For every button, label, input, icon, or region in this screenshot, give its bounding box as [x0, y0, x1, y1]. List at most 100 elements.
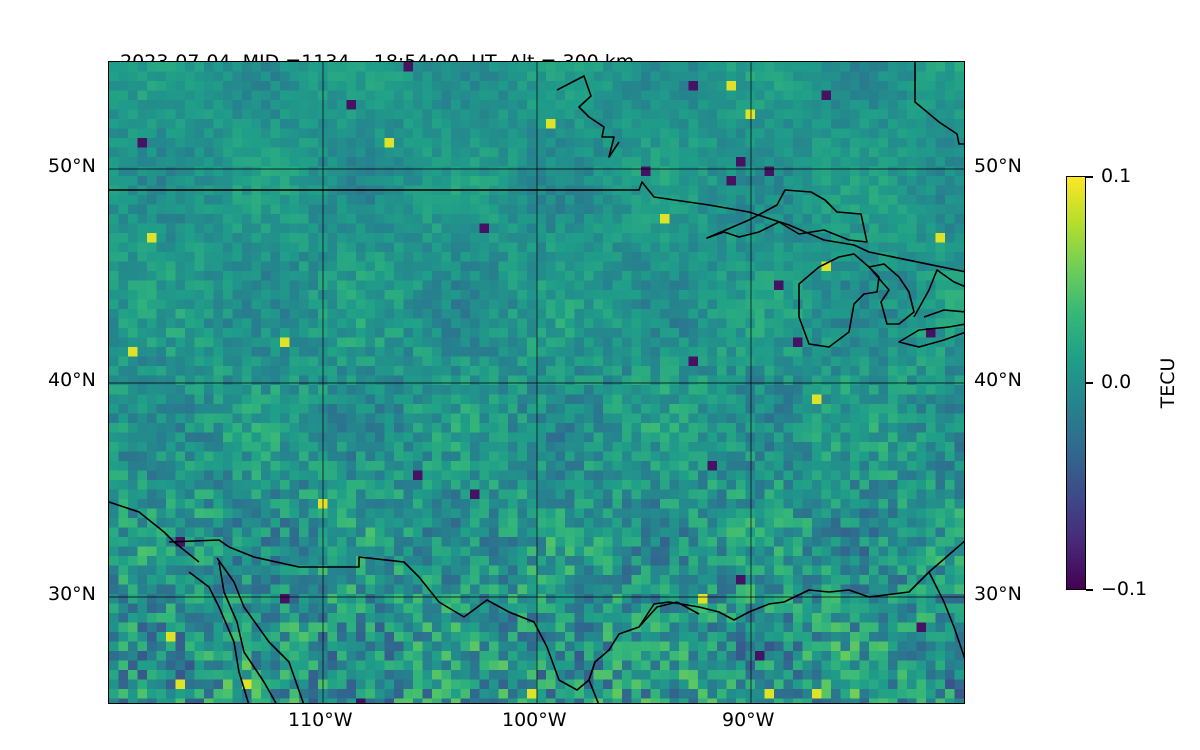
tec-cell — [194, 527, 205, 538]
tec-cell — [698, 375, 709, 386]
tec-cell — [280, 347, 291, 358]
tec-cell — [660, 556, 671, 567]
tec-cell — [755, 271, 766, 282]
tec-cell — [603, 318, 614, 329]
tec-cell — [669, 385, 680, 396]
tec-cell — [375, 62, 386, 73]
tec-cell — [584, 318, 595, 329]
tec-cell — [194, 470, 205, 481]
tec-cell — [812, 394, 823, 405]
tec-cell — [726, 527, 737, 538]
tec-cell — [935, 166, 946, 177]
tec-cell — [593, 499, 604, 510]
tec-cell — [821, 290, 832, 301]
tec-cell — [688, 423, 699, 434]
tec-cell — [536, 318, 547, 329]
tec-cell — [356, 176, 367, 187]
tec-cell — [878, 204, 889, 215]
tec-cell — [755, 347, 766, 358]
tec-cell — [707, 527, 718, 538]
tec-cell — [232, 575, 243, 586]
tec-cell — [213, 470, 224, 481]
tec-cell — [223, 176, 234, 187]
tec-cell — [365, 537, 376, 548]
tec-cell — [213, 138, 224, 149]
tec-cell — [451, 461, 462, 472]
tec-cell — [403, 546, 414, 557]
tec-cell — [631, 480, 642, 491]
tec-cell — [251, 565, 262, 576]
tec-cell — [926, 432, 937, 443]
tec-cell — [517, 480, 528, 491]
tec-cell — [270, 489, 281, 500]
tec-cell — [641, 337, 652, 348]
tec-cell — [869, 128, 880, 139]
tec-cell — [451, 499, 462, 510]
tec-cell — [242, 565, 253, 576]
tec-cell — [688, 71, 699, 82]
tec-cell — [422, 90, 433, 101]
tec-cell — [574, 413, 585, 424]
tec-cell — [878, 537, 889, 548]
tec-cell — [726, 537, 737, 548]
tec-cell — [346, 527, 357, 538]
tec-cell — [479, 461, 490, 472]
tec-cell — [736, 347, 747, 358]
tec-cell — [251, 242, 262, 253]
tec-cell — [489, 318, 500, 329]
tec-cell — [517, 546, 528, 557]
tec-cell — [251, 223, 262, 234]
tec-cell — [945, 470, 956, 481]
tec-cell — [555, 166, 566, 177]
tec-cell — [660, 518, 671, 529]
tec-cell — [128, 375, 139, 386]
tec-cell — [261, 271, 272, 282]
tec-cell — [365, 508, 376, 519]
tec-cell — [916, 280, 927, 291]
tec-cell — [546, 90, 557, 101]
tec-cell — [641, 565, 652, 576]
tec-cell — [308, 214, 319, 225]
tec-cell — [489, 575, 500, 586]
tec-cell — [223, 480, 234, 491]
tec-cell — [926, 461, 937, 472]
tec-cell — [251, 252, 262, 263]
tec-cell — [641, 176, 652, 187]
tec-cell — [707, 223, 718, 234]
tec-cell — [327, 290, 338, 301]
tec-cell — [802, 404, 813, 415]
tec-cell — [470, 223, 481, 234]
map-plot-area[interactable] — [108, 61, 965, 704]
tec-cell — [954, 81, 964, 92]
tec-cell — [109, 176, 120, 187]
tec-cell — [622, 537, 633, 548]
tec-cell — [878, 119, 889, 130]
tec-cell — [251, 385, 262, 396]
tec-cell — [527, 204, 538, 215]
tec-cell — [888, 290, 899, 301]
tec-cell — [470, 128, 481, 139]
tec-cell — [622, 90, 633, 101]
tec-cell — [175, 356, 186, 367]
tec-cell — [593, 356, 604, 367]
tec-cell — [926, 537, 937, 548]
tec-cell — [327, 394, 338, 405]
tec-cell — [251, 366, 262, 377]
tec-cell — [128, 280, 139, 291]
tec-cell — [137, 109, 148, 120]
tec-cell — [707, 62, 718, 73]
tec-cell — [926, 423, 937, 434]
tec-cell — [508, 470, 519, 481]
tec-cell — [375, 328, 386, 339]
tec-cell — [717, 185, 728, 196]
tec-cell — [451, 62, 462, 73]
tec-cell — [194, 109, 205, 120]
tec-cell — [422, 252, 433, 263]
tec-cell — [774, 356, 785, 367]
tec-cell — [242, 404, 253, 415]
tec-cell — [232, 176, 243, 187]
tec-cell — [821, 157, 832, 168]
tec-cell — [299, 147, 310, 158]
tec-cell — [926, 442, 937, 453]
tec-cell — [812, 356, 823, 367]
